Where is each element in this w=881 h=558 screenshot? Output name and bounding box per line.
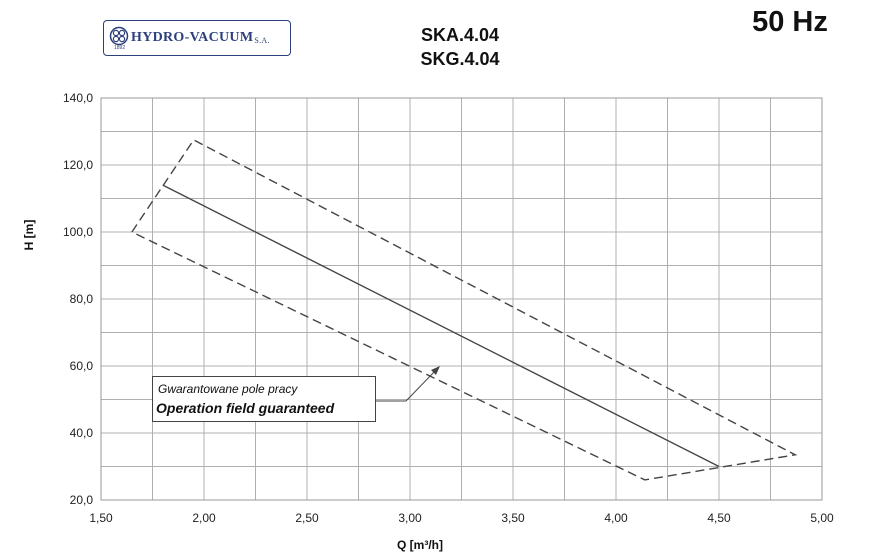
y-tick-label: 140,0 [63, 91, 93, 105]
pump-curve-line [162, 184, 720, 468]
y-tick-label: 100,0 [63, 225, 93, 239]
x-tick-label: 2,00 [192, 511, 216, 525]
operating-field-boundary [131, 138, 798, 481]
logo-year: 1892 [114, 45, 126, 51]
annotation-english: Operation field guaranteed [156, 400, 335, 416]
y-tick-label: 60,0 [70, 359, 94, 373]
company-logo: HYDRO-VACUUMS.A. 1892 [103, 20, 291, 56]
y-tick-label: 40,0 [70, 426, 94, 440]
x-tick-label: 3,50 [501, 511, 525, 525]
x-axis-label: Q [m³/h] [397, 538, 443, 552]
chart-grid [100, 97, 823, 501]
model-title-1: SKA.4.04 [420, 25, 500, 45]
logo-suffix: S.A. [254, 36, 270, 45]
plot-frame [100, 97, 823, 501]
x-tick-label: 4,50 [707, 511, 731, 525]
x-tick-label: 1,50 [89, 511, 113, 525]
x-tick-label: 3,00 [398, 511, 422, 525]
annotation-polish: Gwarantowane pole pracy [158, 382, 298, 396]
x-tick-label: 2,50 [295, 511, 319, 525]
y-tick-label: 120,0 [63, 158, 93, 172]
chart-ticks: 1,50 2,00 2,50 3,00 3,50 4,00 4,50 5,00 20,0 40,0… [63, 91, 834, 525]
model-title-2: SKG.4.04 [420, 49, 500, 69]
chart-series [131, 138, 798, 481]
x-tick-label: 5,00 [810, 511, 834, 525]
y-axis-label: H [m] [22, 220, 36, 251]
logo-emblem-icon [109, 26, 129, 46]
frequency-label: 50 Hz [752, 6, 828, 38]
logo-name: HYDRO-VACUUM [131, 30, 254, 45]
y-tick-label: 80,0 [70, 292, 94, 306]
x-tick-label: 4,00 [604, 511, 628, 525]
logo-text: HYDRO-VACUUMS.A. [131, 30, 270, 46]
operation-field-annotation: Gwarantowane pole pracy Operation field … [152, 376, 376, 422]
y-tick-label: 20,0 [70, 493, 94, 507]
annotation-arrow [376, 366, 440, 402]
